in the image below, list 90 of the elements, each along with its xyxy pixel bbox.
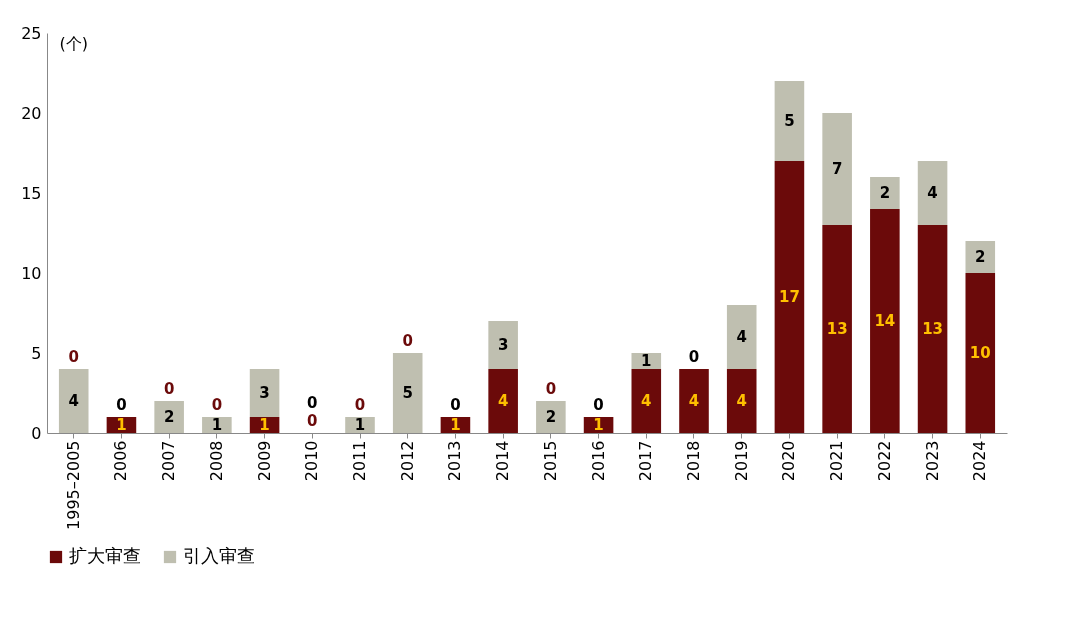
bar	[249, 369, 280, 417]
data-label: 17	[778, 288, 800, 306]
data-label: 0	[307, 412, 318, 430]
data-label: 1	[259, 416, 270, 434]
x-tick-label: 2018	[684, 440, 703, 482]
data-label: 4	[641, 392, 652, 410]
legend-label: 引入审查	[183, 545, 255, 566]
bar	[870, 209, 900, 433]
data-label: 1	[641, 352, 652, 370]
y-tick-label: 5	[31, 343, 42, 363]
data-label: 0	[68, 348, 79, 366]
data-label: 4	[927, 184, 938, 202]
legend-label: 扩大审查	[69, 545, 141, 566]
x-tick-label: 2011	[350, 440, 369, 482]
bar	[488, 369, 518, 433]
bar	[679, 369, 709, 433]
data-label: 13	[922, 320, 943, 338]
bar	[774, 161, 805, 433]
data-label: 4	[497, 392, 509, 410]
data-label: 3	[259, 384, 270, 402]
data-label: 4	[736, 392, 747, 410]
data-label: 0	[116, 396, 127, 414]
data-label: 3	[497, 336, 509, 354]
y-tick-label: 25	[21, 23, 42, 43]
x-tick-label: 2021	[827, 440, 847, 482]
y-tick-label: 0	[31, 423, 42, 443]
x-tick-label: 2019	[731, 440, 751, 482]
data-label: 0	[163, 380, 175, 398]
bar	[58, 369, 89, 433]
data-label: 5	[784, 112, 795, 130]
y-axis-title: (个)	[59, 33, 88, 53]
x-tick-label: 2007	[159, 440, 179, 482]
bar	[631, 369, 662, 433]
bar	[774, 81, 805, 161]
bar	[965, 273, 996, 433]
data-label: 4	[68, 392, 79, 410]
data-label: 1	[354, 416, 366, 434]
data-label: 5	[402, 384, 413, 402]
data-label: 0	[593, 396, 604, 414]
x-tick-label: 2009	[254, 440, 274, 482]
x-tick-label: 2006	[111, 440, 131, 482]
data-label: 4	[688, 392, 700, 410]
x-tick-label: 2024	[970, 440, 990, 482]
data-label: 1	[116, 416, 127, 434]
bar	[726, 369, 757, 433]
data-label: 0	[450, 396, 461, 414]
bar	[488, 321, 518, 369]
data-label: 0	[688, 348, 700, 366]
data-label: 1	[450, 416, 461, 434]
bar	[392, 353, 423, 433]
data-label: 10	[969, 344, 991, 362]
bar	[917, 225, 948, 433]
x-tick-label: 2015	[540, 440, 560, 482]
bar	[822, 113, 852, 225]
x-tick-label: 2010	[302, 440, 322, 482]
y-tick-label: 15	[21, 183, 42, 203]
x-tick-label: 2020	[779, 440, 799, 482]
y-tick-label: 20	[21, 103, 42, 123]
bar	[726, 305, 757, 369]
x-tick-label: 2014	[493, 440, 513, 482]
data-label: 0	[307, 393, 318, 412]
x-tick-label: 2016	[588, 440, 608, 482]
y-tick-label: 10	[21, 263, 42, 283]
bar	[536, 401, 566, 433]
data-label: 4	[736, 328, 747, 346]
x-tick-label: 2008	[206, 440, 226, 482]
data-label: 2	[545, 408, 557, 426]
data-label: 0	[211, 396, 223, 414]
bar	[965, 241, 996, 273]
data-label: 2	[879, 184, 891, 202]
bar	[822, 225, 852, 433]
data-label: 1	[211, 416, 223, 434]
data-label: 14	[874, 312, 896, 330]
x-tick-label: 2022	[874, 440, 894, 482]
data-label: 0	[354, 396, 366, 414]
bar	[154, 401, 184, 433]
x-tick-label: 2023	[922, 440, 942, 482]
data-label: 1	[593, 416, 604, 434]
data-label: 0	[402, 332, 413, 350]
bar	[870, 177, 900, 209]
x-tick-label: 2012	[397, 440, 417, 482]
x-tick-label: 2017	[636, 440, 656, 482]
data-label: 13	[826, 320, 848, 338]
data-label: 7	[831, 160, 843, 178]
data-label: 2	[163, 408, 175, 426]
x-tick-label: 1995–2005	[63, 440, 83, 530]
data-label: 2	[975, 248, 986, 266]
data-label: 0	[545, 380, 557, 398]
x-tick-label: 2013	[445, 440, 465, 482]
bar	[917, 161, 948, 225]
